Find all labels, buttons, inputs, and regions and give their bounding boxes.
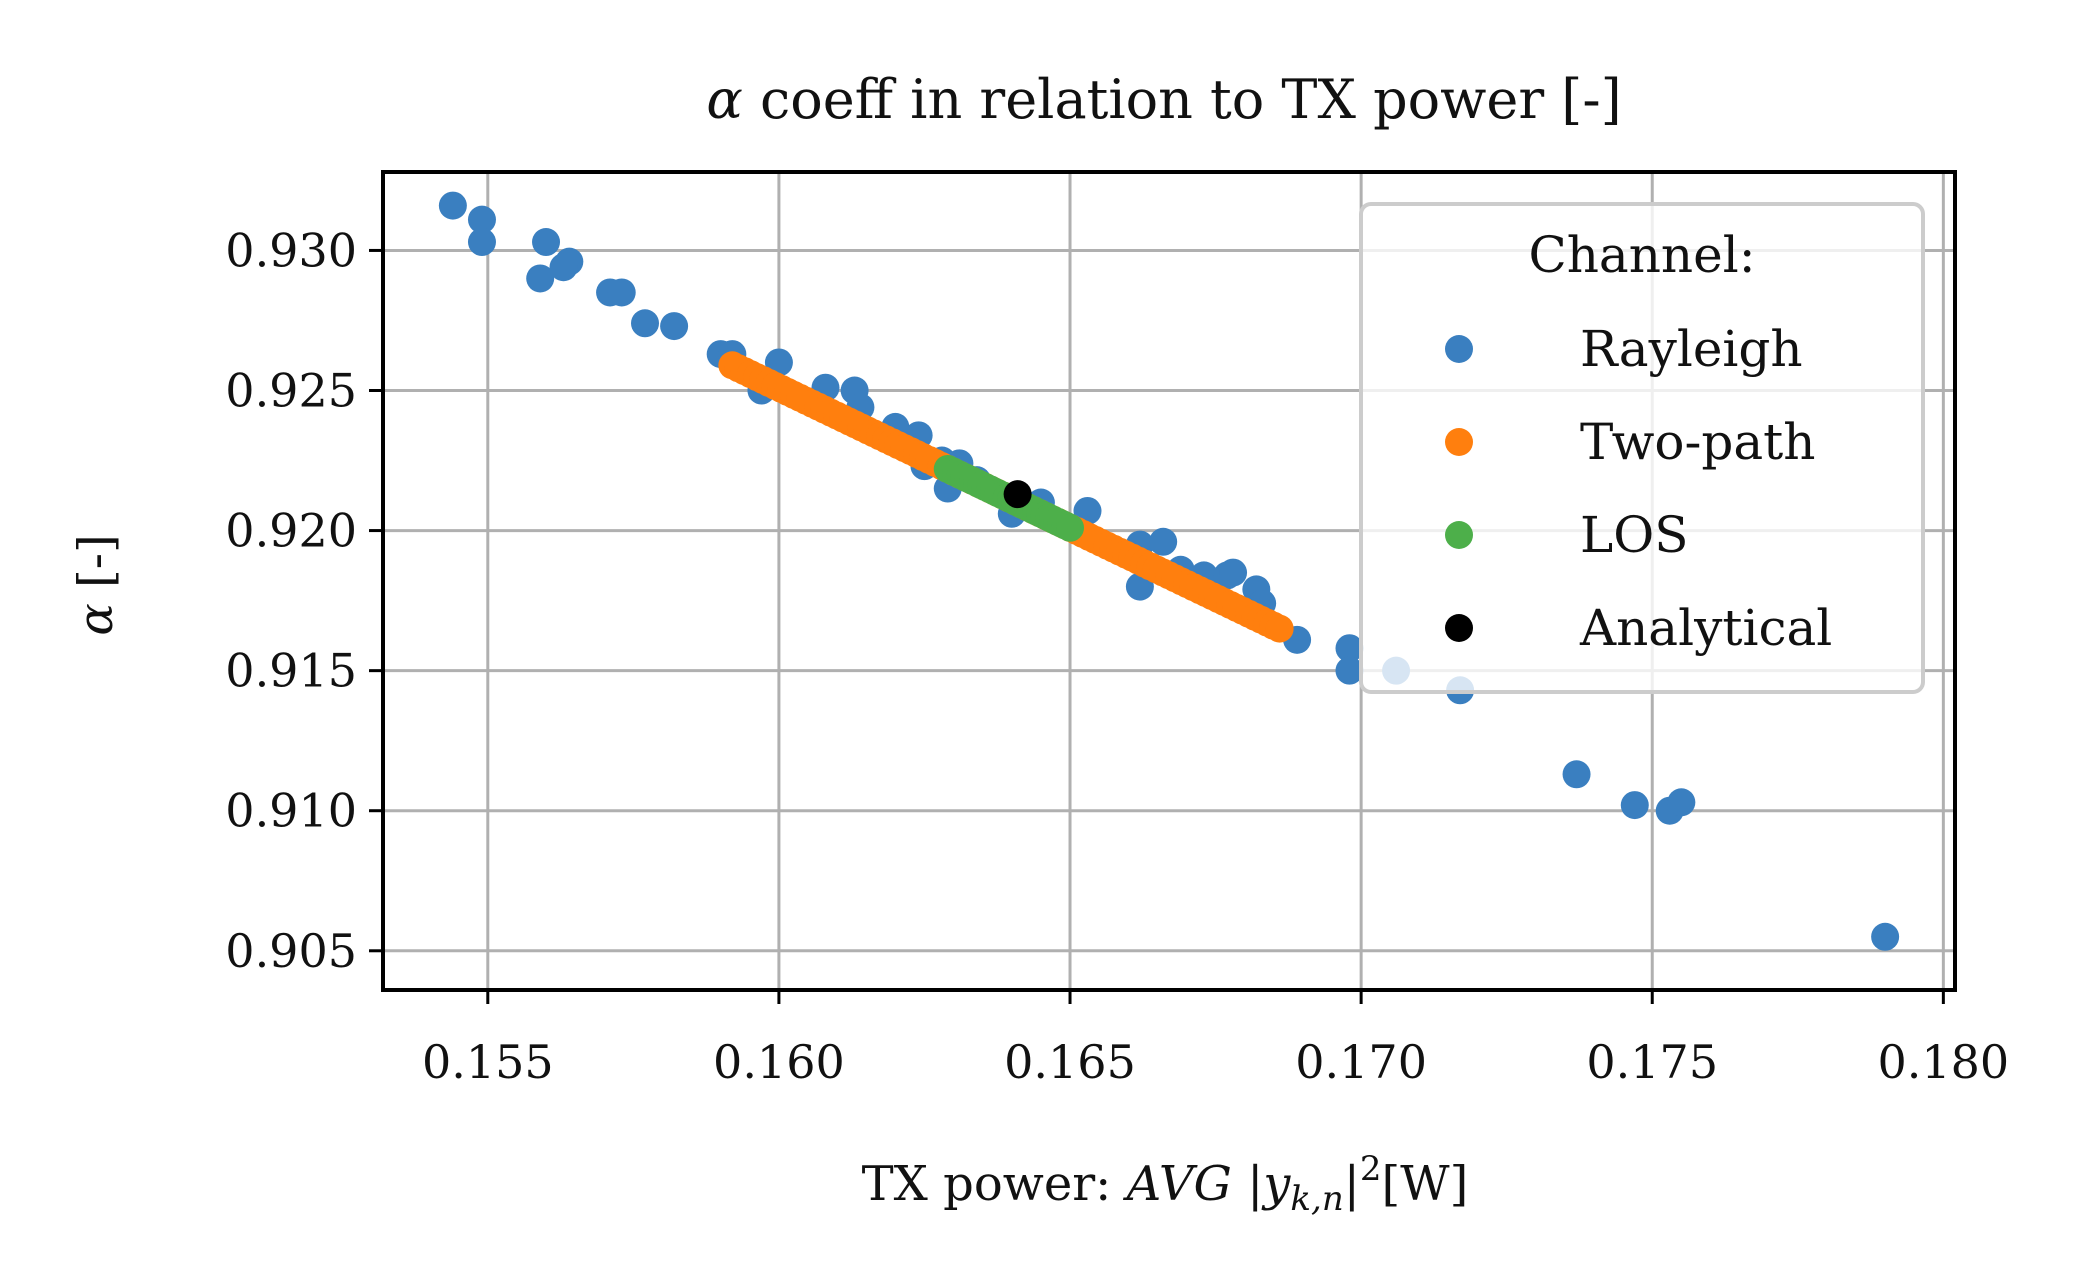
point-rayleigh xyxy=(1219,558,1248,587)
point-rayleigh xyxy=(1562,760,1591,789)
y-tick-label: 0.905 xyxy=(225,924,357,978)
point-rayleigh xyxy=(467,228,496,257)
plot-frame xyxy=(381,170,1957,992)
legend-box xyxy=(1359,202,1925,694)
point-rayleigh xyxy=(1871,922,1900,951)
x-tick-label: 0.175 xyxy=(1586,1035,1718,1089)
y-tick-label: 0.930 xyxy=(225,223,357,277)
point-rayleigh xyxy=(1335,656,1364,685)
legend-marker-analytical xyxy=(1445,614,1473,642)
legend-label-los: LOS xyxy=(1580,506,1688,564)
point-rayleigh xyxy=(532,228,561,257)
point-rayleigh xyxy=(549,253,578,282)
y-tick-label: 0.915 xyxy=(225,644,357,698)
point-rayleigh xyxy=(631,309,659,338)
y-tick-label: 0.925 xyxy=(225,364,357,418)
x-tick-label: 0.165 xyxy=(1004,1035,1136,1089)
legend-label-analytical: Analytical xyxy=(1579,599,1832,657)
y-axis-label-symbol: α xyxy=(68,603,124,635)
point-rayleigh xyxy=(1149,527,1178,556)
legend-marker-two-path xyxy=(1445,428,1473,456)
x-axis-label-subscript: k,n xyxy=(1290,1179,1343,1219)
point-two-path xyxy=(1265,614,1294,643)
point-rayleigh xyxy=(526,264,555,293)
legend-marker-los xyxy=(1445,521,1473,549)
y-axis-label: α [-] xyxy=(68,534,124,635)
y-axis-ticks: 0.905 0.910 0.915 0.920 0.925 0.930 xyxy=(225,223,383,978)
legend-label-two-path: Two-path xyxy=(1580,413,1815,471)
x-axis-label-unit: [W] xyxy=(1382,1156,1469,1212)
point-rayleigh xyxy=(607,278,636,307)
x-axis-label: TX power: AVG |yk,n|2[W] xyxy=(862,1149,1469,1219)
y-tick-label: 0.920 xyxy=(225,504,357,558)
x-axis-label-math: AVG |y xyxy=(1123,1156,1292,1212)
legend-entries: Rayleigh Two-path LOS Analytical xyxy=(1445,320,1832,657)
point-rayleigh xyxy=(1335,634,1364,663)
x-axis-label-bar: | xyxy=(1344,1156,1360,1212)
point-rayleigh xyxy=(438,191,467,220)
legend: Channel: Rayleigh Two-path LOS Analytical xyxy=(1359,202,1925,694)
point-analytical xyxy=(1003,480,1032,509)
point-los xyxy=(1056,513,1085,542)
point-rayleigh xyxy=(1620,791,1649,820)
x-axis-ticks: 0.155 0.160 0.165 0.170 0.175 0.180 xyxy=(422,990,2009,1089)
chart-title: α coeff in relation to TX power [-] xyxy=(706,68,1621,131)
point-rayleigh xyxy=(467,205,496,234)
data-points xyxy=(438,191,1900,951)
x-tick-label: 0.160 xyxy=(713,1035,845,1089)
chart-title-text: coeff in relation to TX power [-] xyxy=(743,68,1622,131)
legend-marker-rayleigh xyxy=(1445,335,1473,363)
point-rayleigh xyxy=(660,312,689,341)
x-tick-label: 0.170 xyxy=(1295,1035,1427,1089)
y-tick-label: 0.910 xyxy=(225,784,357,838)
x-tick-label: 0.155 xyxy=(422,1035,554,1089)
point-rayleigh xyxy=(1667,788,1696,817)
chart-title-symbol: α xyxy=(706,68,742,131)
x-axis-label-prefix: TX power: xyxy=(862,1156,1127,1212)
x-axis-label-superscript: 2 xyxy=(1360,1149,1382,1189)
legend-label-rayleigh: Rayleigh xyxy=(1580,320,1803,378)
y-axis-label-text: [-] xyxy=(68,534,124,603)
legend-title: Channel: xyxy=(1528,226,1755,284)
x-tick-label: 0.180 xyxy=(1878,1035,2010,1089)
